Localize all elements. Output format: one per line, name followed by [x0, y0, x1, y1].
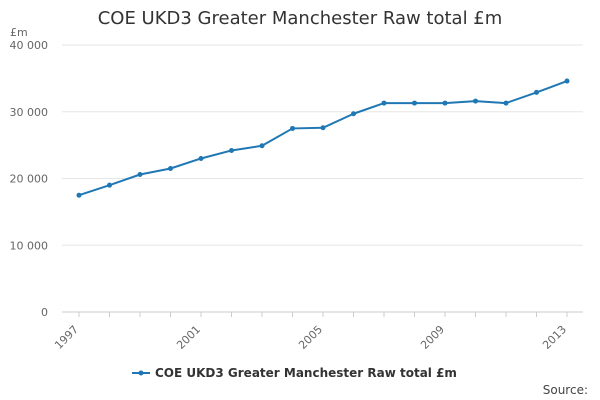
y-tick-labels: 0 10 000 20 000 30 000 40 000: [10, 39, 49, 319]
legend[interactable]: COE UKD3 Greater Manchester Raw total £m: [132, 366, 457, 380]
x-tick-label: 2013: [540, 323, 569, 352]
y-axis-unit: £m: [10, 26, 28, 39]
data-point[interactable]: [137, 171, 143, 177]
data-point[interactable]: [381, 100, 387, 106]
source-label: Source:: [543, 383, 588, 397]
data-point[interactable]: [290, 125, 295, 131]
y-tick-label: 20 000: [10, 173, 49, 186]
data-point[interactable]: [351, 111, 356, 117]
data-point[interactable]: [412, 100, 417, 106]
legend-label: COE UKD3 Greater Manchester Raw total £m: [155, 366, 457, 380]
data-point[interactable]: [168, 165, 173, 171]
x-tick-label: 2005: [296, 323, 325, 352]
data-point[interactable]: [259, 143, 265, 149]
data-point[interactable]: [198, 155, 204, 161]
x-tick-labels: 1997 2001 2005 2009 2013: [52, 323, 569, 352]
x-tick-label: 1997: [52, 323, 81, 352]
x-tick-label: 2009: [418, 323, 447, 352]
data-point[interactable]: [76, 192, 82, 198]
series-group: [76, 78, 570, 198]
legend-marker: [138, 370, 144, 376]
data-point[interactable]: [442, 100, 448, 106]
data-point[interactable]: [564, 78, 570, 84]
data-point[interactable]: [229, 147, 234, 153]
data-point[interactable]: [320, 125, 326, 131]
data-point[interactable]: [473, 98, 478, 104]
data-point[interactable]: [503, 100, 509, 106]
x-tick-label: 2001: [174, 323, 203, 352]
x-ticks: [78, 312, 568, 317]
y-tick-label: 0: [41, 306, 48, 319]
data-point[interactable]: [534, 89, 539, 95]
grid-lines: [62, 44, 583, 313]
y-tick-label: 30 000: [10, 106, 49, 119]
y-tick-label: 10 000: [10, 239, 49, 252]
chart-title: COE UKD3 Greater Manchester Raw total £m: [98, 8, 503, 29]
y-tick-label: 40 000: [10, 39, 49, 52]
data-point[interactable]: [107, 182, 112, 188]
